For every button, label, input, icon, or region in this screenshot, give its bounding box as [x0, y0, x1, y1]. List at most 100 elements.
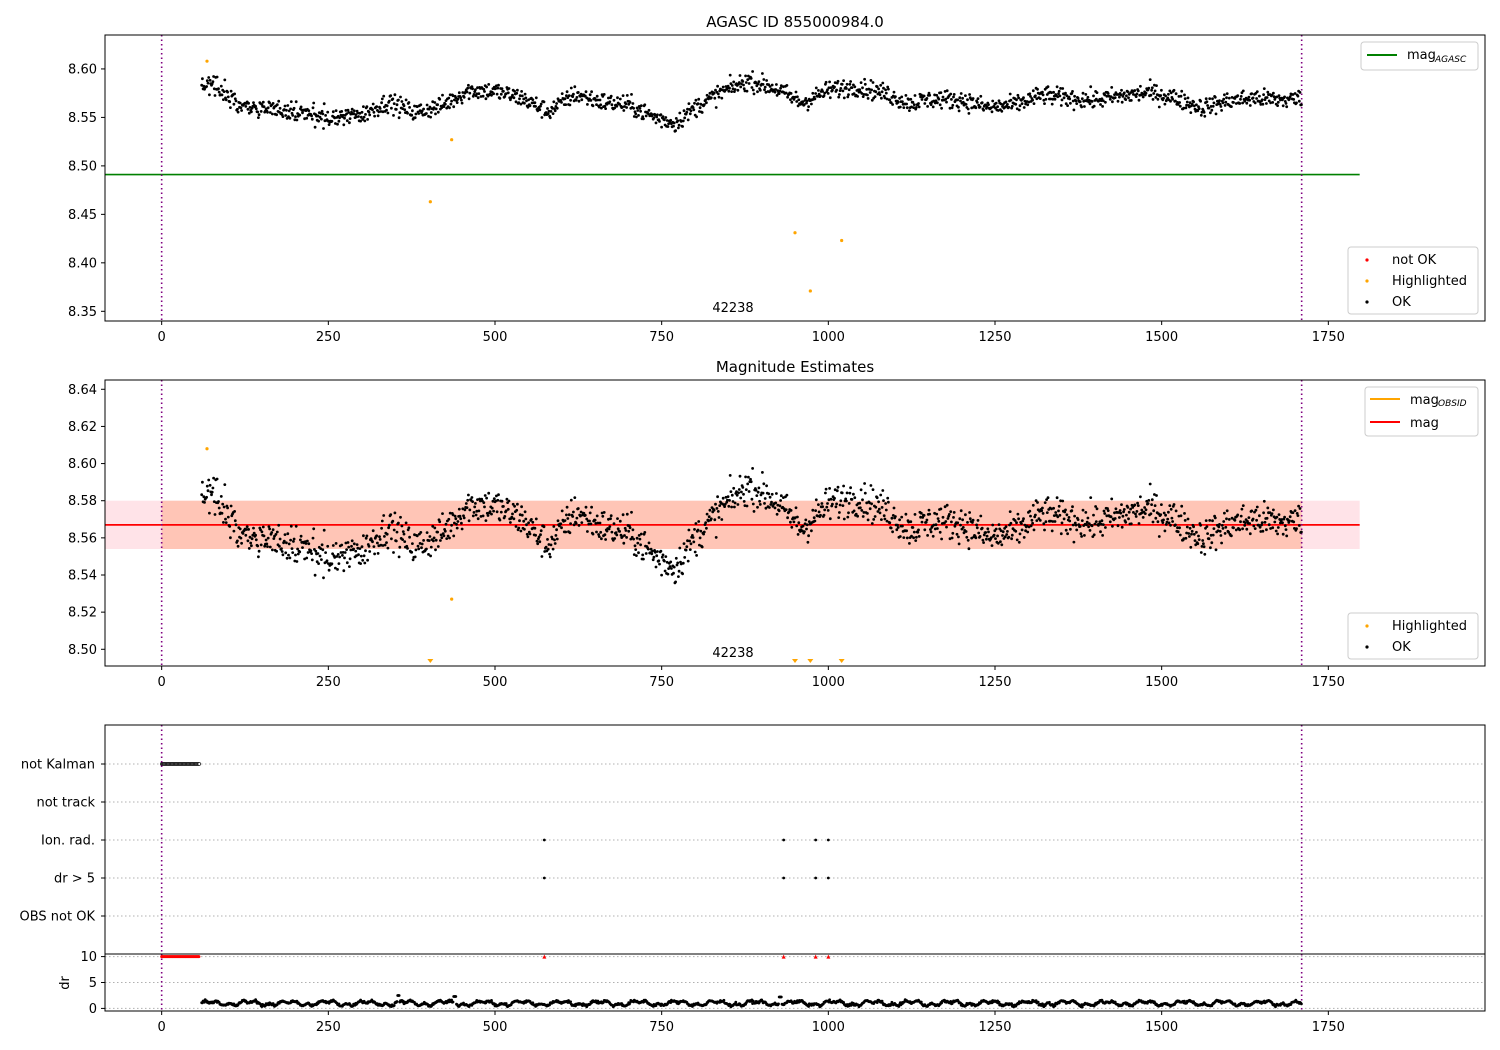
ok-point	[363, 561, 367, 565]
ok-point	[229, 504, 233, 508]
ok-point	[1151, 520, 1155, 524]
ok-point	[382, 514, 386, 517]
ok-point	[796, 533, 800, 536]
ok-point	[803, 530, 806, 533]
ok-point	[1223, 532, 1227, 535]
ok-point	[482, 501, 486, 504]
ok-point	[698, 110, 701, 113]
dr-point	[1080, 1005, 1084, 1009]
ok-point	[1052, 506, 1055, 510]
ok-point	[730, 84, 734, 87]
ok-point	[503, 95, 507, 98]
ok-point	[373, 552, 376, 556]
ok-point	[1159, 513, 1163, 516]
ok-point	[696, 102, 700, 105]
ok-point	[1031, 98, 1034, 102]
ok-point	[1022, 106, 1026, 109]
ok-point	[420, 542, 424, 546]
ok-point	[1086, 516, 1090, 520]
ok-point	[485, 511, 489, 515]
ok-point	[625, 94, 629, 97]
ok-point	[213, 94, 217, 97]
ok-point	[481, 514, 485, 518]
ok-point	[814, 509, 817, 512]
ok-point	[1232, 526, 1235, 530]
ok-point	[945, 503, 949, 507]
ok-point	[1009, 98, 1013, 102]
ok-point	[910, 105, 913, 109]
ok-point	[699, 529, 703, 533]
ok-point	[226, 95, 230, 99]
ok-point	[1150, 86, 1154, 90]
ok-point	[1223, 104, 1227, 107]
ok-point	[826, 509, 830, 512]
ok-point	[1214, 548, 1218, 552]
ok-point	[958, 517, 962, 521]
ok-point	[507, 499, 511, 503]
legend-mag-agasc-subscript: AGASC	[1434, 55, 1467, 65]
ok-point	[910, 534, 913, 538]
ok-point	[389, 94, 393, 97]
ok-point	[277, 99, 281, 103]
ok-point	[733, 501, 737, 505]
ok-point	[313, 125, 317, 129]
ok-point	[1172, 88, 1176, 92]
ok-point	[739, 496, 743, 500]
ok-point	[330, 119, 334, 123]
ok-point	[555, 106, 559, 110]
ok-point	[1167, 521, 1171, 525]
ok-point	[1212, 101, 1216, 105]
ok-point	[859, 506, 862, 510]
p4-ytick-label: 0	[89, 1002, 97, 1017]
ok-point	[525, 523, 528, 527]
ok-point	[564, 530, 568, 534]
ok-point	[742, 87, 746, 91]
ok-point	[577, 99, 581, 103]
ok-point	[536, 542, 540, 546]
ok-point	[378, 538, 382, 541]
ok-point	[922, 94, 926, 98]
ok-point	[540, 116, 544, 119]
ok-point	[833, 85, 836, 89]
ok-point	[566, 96, 570, 99]
ok-point	[1133, 89, 1137, 92]
ok-point	[1017, 540, 1021, 544]
ok-point	[352, 112, 355, 115]
ok-point	[223, 78, 227, 82]
ok-point	[471, 500, 474, 503]
ok-point	[1295, 512, 1299, 515]
dr-point	[949, 1000, 953, 1003]
ok-point	[683, 556, 687, 559]
ok-point	[496, 498, 500, 502]
ok-point	[1162, 518, 1165, 522]
ok-point	[1252, 524, 1256, 528]
ok-point	[1042, 98, 1046, 102]
ok-point	[861, 498, 864, 502]
ok-point	[1195, 530, 1198, 534]
ok-point	[1218, 523, 1221, 526]
ok-point	[566, 517, 570, 520]
dr-point	[875, 1001, 879, 1004]
ok-point	[770, 87, 773, 91]
ok-point	[232, 529, 236, 533]
ok-point	[392, 114, 395, 117]
ok-point	[632, 115, 636, 118]
ok-point	[449, 529, 453, 533]
ok-point	[403, 108, 407, 112]
ok-point	[527, 521, 530, 525]
ok-point	[233, 510, 237, 513]
ok-point	[902, 536, 906, 539]
ok-point	[1297, 99, 1301, 103]
p1-ytick-label: 8.35	[68, 305, 97, 320]
ok-point	[244, 105, 248, 108]
ok-point	[1042, 522, 1046, 526]
ok-point	[876, 510, 880, 513]
ok-point	[721, 85, 725, 89]
ok-point	[610, 103, 614, 107]
ok-point	[371, 529, 375, 533]
ok-point	[560, 92, 564, 95]
ok-point	[229, 106, 232, 109]
ok-point	[1092, 104, 1096, 108]
panel2-frame	[104, 379, 1486, 667]
ok-point	[252, 531, 256, 535]
